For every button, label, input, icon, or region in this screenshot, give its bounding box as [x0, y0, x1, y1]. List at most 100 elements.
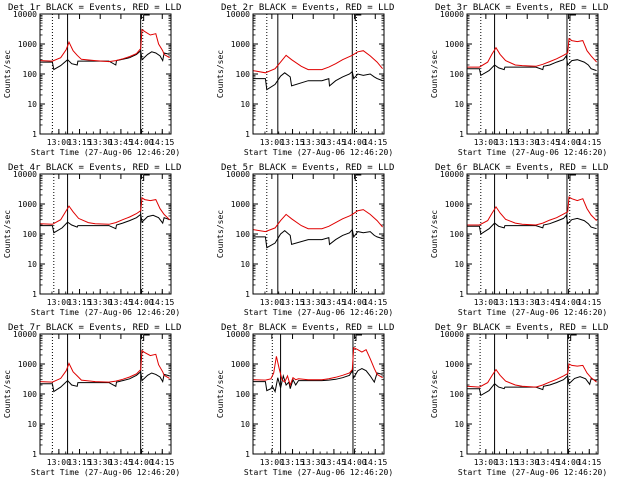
x-tick-label: 13:00 [47, 458, 71, 467]
y-tick-label: 1000 [445, 40, 464, 49]
y-tick-label: 1 [245, 450, 250, 459]
panel-title: Det 3r BLACK = Events, RED = LLD [435, 3, 608, 13]
x-axis-label: Start Time (27-Aug-06 12:46:20) [458, 148, 607, 157]
y-tick-label: 1000 [231, 40, 250, 49]
x-tick-label: 13:00 [47, 298, 71, 307]
events-series-line [253, 368, 383, 394]
panel-det-9r: Det 9r BLACK = Events, RED = LLD Counts/s… [430, 323, 608, 477]
x-tick-label: 14:15 [577, 138, 601, 147]
x-tick-label: 13:30 [301, 138, 325, 147]
plot-frame [466, 13, 599, 135]
x-tick-label: 13:30 [515, 138, 539, 147]
interval-bracket [143, 174, 150, 181]
x-tick-label: 13:00 [47, 138, 71, 147]
y-tick-label: 100 [236, 70, 251, 79]
x-tick-label: 13:15 [67, 458, 91, 467]
x-tick-label: 13:45 [109, 458, 133, 467]
x-tick-label: 13:15 [494, 138, 518, 147]
x-tick-label: 13:45 [536, 138, 560, 147]
plot-frame [39, 173, 172, 295]
y-tick-label: 10 [454, 260, 464, 269]
y-tick-label: 10000 [440, 10, 464, 19]
plot-frame [39, 13, 172, 135]
x-axis-label: Start Time (27-Aug-06 12:46:20) [31, 148, 180, 157]
lld-series-line [252, 346, 383, 387]
x-tick-label: 13:00 [474, 458, 498, 467]
interval-bracket [354, 174, 362, 181]
panel-det-8r: Det 8r BLACK = Events, RED = LLD Counts/s… [216, 323, 394, 477]
x-axis-label: Start Time (27-Aug-06 12:46:20) [458, 468, 607, 477]
plot-frame [252, 13, 385, 135]
y-axis-label: Counts/sec [216, 50, 225, 98]
panel-title: Det 1r BLACK = Events, RED = LLD [8, 3, 181, 13]
y-axis-label: Counts/sec [3, 50, 12, 98]
x-tick-label: 13:00 [260, 298, 284, 307]
y-tick-label: 10000 [440, 330, 464, 339]
y-axis-label: Counts/sec [430, 210, 439, 258]
y-tick-label: 1 [32, 130, 37, 139]
x-tick-label: 13:30 [301, 458, 325, 467]
lld-series-line [466, 363, 597, 388]
interval-bracket [143, 14, 150, 21]
x-tick-label: 13:30 [515, 458, 539, 467]
x-axis-label: Start Time (27-Aug-06 12:46:20) [244, 308, 393, 317]
lld-series-line [252, 50, 383, 74]
x-tick-label: 13:15 [67, 298, 91, 307]
y-axis-label: Counts/sec [430, 370, 439, 418]
y-axis-label: Counts/sec [216, 210, 225, 258]
events-series-line [467, 374, 597, 397]
y-tick-label: 100 [23, 390, 38, 399]
events-series-line [467, 54, 597, 77]
events-series-line [253, 228, 383, 249]
lld-series-line [467, 37, 597, 68]
x-axis-label: Start Time (27-Aug-06 12:46:20) [458, 308, 607, 317]
y-tick-label: 10000 [440, 170, 464, 179]
x-tick-label: 13:15 [280, 458, 304, 467]
x-tick-label: 14:15 [577, 458, 601, 467]
y-axis-label: Counts/sec [3, 210, 12, 258]
x-tick-label: 13:45 [322, 138, 346, 147]
x-tick-label: 13:00 [474, 138, 498, 147]
y-tick-label: 1 [245, 290, 250, 299]
interval-bracket [354, 14, 362, 21]
y-tick-label: 1 [459, 450, 464, 459]
x-tick-label: 14:00 [557, 138, 581, 147]
x-axis-label: Start Time (27-Aug-06 12:46:20) [31, 308, 180, 317]
y-axis-label: Counts/sec [3, 370, 12, 418]
y-tick-label: 100 [236, 230, 251, 239]
events-series-line [40, 370, 170, 393]
interval-bracket [569, 174, 576, 181]
x-tick-label: 14:00 [130, 458, 154, 467]
y-tick-label: 1 [245, 130, 250, 139]
x-tick-label: 14:15 [150, 458, 174, 467]
x-tick-label: 14:00 [343, 138, 367, 147]
x-tick-label: 13:30 [515, 298, 539, 307]
y-tick-label: 1000 [445, 200, 464, 209]
x-tick-label: 13:45 [109, 298, 133, 307]
x-tick-label: 14:00 [130, 298, 154, 307]
y-tick-label: 100 [450, 230, 465, 239]
y-tick-label: 1000 [18, 200, 37, 209]
y-tick-label: 100 [236, 390, 251, 399]
panel-title: Det 4r BLACK = Events, RED = LLD [8, 163, 181, 173]
y-tick-label: 10000 [13, 10, 37, 19]
x-tick-label: 14:00 [343, 298, 367, 307]
x-tick-label: 13:45 [536, 458, 560, 467]
x-tick-label: 13:00 [474, 298, 498, 307]
y-tick-label: 10000 [13, 170, 37, 179]
plot-frame [466, 173, 599, 295]
x-tick-label: 14:15 [363, 298, 387, 307]
x-tick-label: 13:45 [322, 458, 346, 467]
y-tick-label: 10 [27, 260, 37, 269]
lld-series-line [39, 28, 170, 63]
events-series-line [467, 214, 597, 235]
y-tick-label: 10000 [226, 330, 250, 339]
y-tick-label: 1 [459, 290, 464, 299]
y-axis-label: Counts/sec [216, 370, 225, 418]
plot-frame [466, 333, 599, 455]
x-tick-label: 14:15 [363, 458, 387, 467]
y-tick-label: 1 [32, 450, 37, 459]
y-tick-label: 10 [27, 100, 37, 109]
x-axis-label: Start Time (27-Aug-06 12:46:20) [244, 148, 393, 157]
y-tick-label: 10 [240, 100, 250, 109]
